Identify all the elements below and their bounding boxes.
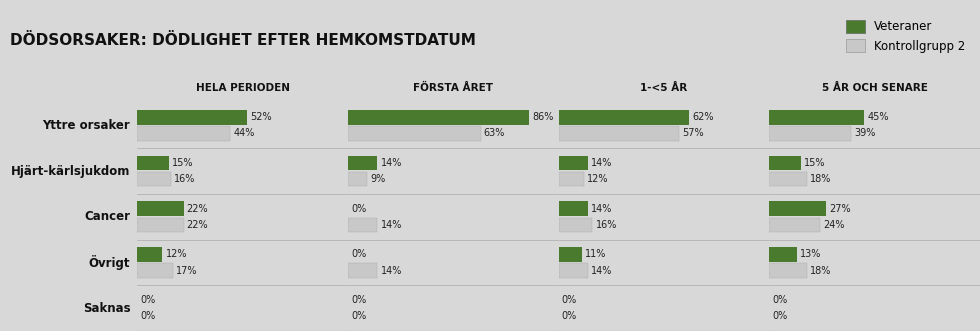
Bar (348, 156, 377, 170)
Bar (348, 172, 367, 186)
Text: 12%: 12% (587, 174, 609, 184)
Text: 18%: 18% (810, 174, 832, 184)
Bar (348, 126, 480, 141)
Text: 62%: 62% (693, 113, 713, 122)
Bar (559, 247, 582, 262)
Text: 86%: 86% (532, 113, 554, 122)
Bar (137, 202, 183, 216)
Text: 16%: 16% (596, 220, 616, 230)
Text: 39%: 39% (855, 128, 876, 138)
Text: 0%: 0% (140, 295, 156, 305)
Text: 12%: 12% (166, 250, 187, 260)
Bar (769, 126, 852, 141)
Text: 11%: 11% (585, 250, 607, 260)
Text: 0%: 0% (140, 311, 156, 321)
Text: 0%: 0% (351, 311, 367, 321)
Bar (137, 247, 163, 262)
Bar (559, 202, 588, 216)
Bar (559, 110, 689, 125)
Text: 14%: 14% (380, 265, 402, 275)
Bar (348, 217, 377, 232)
Bar (559, 156, 588, 170)
Text: 16%: 16% (174, 174, 195, 184)
Text: 0%: 0% (351, 250, 367, 260)
Bar (137, 217, 183, 232)
Text: HELA PERIODEN: HELA PERIODEN (196, 83, 289, 93)
Bar (769, 156, 801, 170)
Text: 0%: 0% (562, 295, 577, 305)
Bar (559, 172, 584, 186)
Bar (769, 202, 826, 216)
Text: 0%: 0% (772, 295, 788, 305)
Text: Yttre orsaker: Yttre orsaker (42, 119, 130, 132)
Text: 0%: 0% (351, 295, 367, 305)
Text: 27%: 27% (829, 204, 851, 214)
Text: Övrigt: Övrigt (89, 255, 130, 270)
Text: 14%: 14% (591, 265, 612, 275)
Text: 22%: 22% (187, 204, 209, 214)
Text: Cancer: Cancer (84, 210, 130, 223)
Text: 22%: 22% (187, 220, 209, 230)
Bar (559, 263, 588, 278)
Text: FÖRSTA ÅRET: FÖRSTA ÅRET (414, 83, 493, 93)
Text: 14%: 14% (591, 204, 612, 214)
Text: 45%: 45% (867, 113, 889, 122)
Bar (559, 217, 592, 232)
Text: 5 ÅR OCH SENARE: 5 ÅR OCH SENARE (821, 83, 928, 93)
Text: 18%: 18% (810, 265, 832, 275)
Bar (137, 172, 171, 186)
Text: 0%: 0% (351, 204, 367, 214)
Text: 57%: 57% (682, 128, 704, 138)
Text: Saknas: Saknas (82, 302, 130, 315)
Text: 44%: 44% (233, 128, 255, 138)
Bar (769, 172, 808, 186)
Bar (559, 126, 679, 141)
Bar (137, 126, 230, 141)
Text: 0%: 0% (562, 311, 577, 321)
Bar (769, 217, 820, 232)
Legend: Veteraner, Kontrollgrupp 2: Veteraner, Kontrollgrupp 2 (843, 17, 969, 56)
Text: 63%: 63% (484, 128, 505, 138)
Text: 24%: 24% (823, 220, 845, 230)
Text: 15%: 15% (804, 158, 825, 168)
Text: 17%: 17% (176, 265, 198, 275)
Bar (348, 263, 377, 278)
Text: Hjärt-kärlsjukdom: Hjärt-kärlsjukdom (11, 165, 130, 178)
Text: 1-<5 ÅR: 1-<5 ÅR (640, 83, 688, 93)
Text: 0%: 0% (772, 311, 788, 321)
Bar (137, 156, 169, 170)
Text: DÖDSORSAKER: DÖDLIGHET EFTER HEMKOMSTDATUM: DÖDSORSAKER: DÖDLIGHET EFTER HEMKOMSTDAT… (10, 32, 475, 48)
Text: 14%: 14% (380, 158, 402, 168)
Bar (769, 110, 864, 125)
Text: 52%: 52% (250, 113, 271, 122)
Text: 13%: 13% (800, 250, 821, 260)
Bar (137, 110, 247, 125)
Text: 14%: 14% (591, 158, 612, 168)
Bar (348, 110, 529, 125)
Bar (769, 247, 797, 262)
Bar (137, 263, 173, 278)
Text: 15%: 15% (172, 158, 193, 168)
Bar (769, 263, 808, 278)
Text: 9%: 9% (370, 174, 385, 184)
Text: 14%: 14% (380, 220, 402, 230)
